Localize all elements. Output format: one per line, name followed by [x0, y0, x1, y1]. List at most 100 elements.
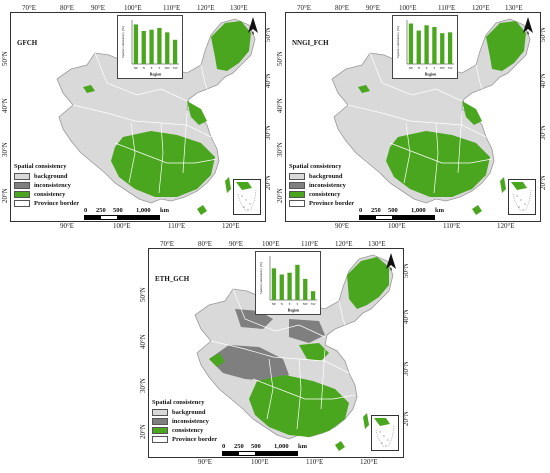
x-tick-label: S [434, 66, 436, 70]
province-border [296, 358, 302, 430]
hainan-island [335, 441, 345, 451]
chart-bar [141, 31, 146, 64]
lat-label-left: 50°N [139, 287, 147, 302]
chart-bar [408, 23, 414, 64]
consistency-region [386, 131, 490, 197]
province-border [369, 52, 463, 102]
lon-label-bottom: 90°E [60, 222, 75, 230]
chart-bar [157, 27, 162, 65]
lon-label-top: 120°E [335, 240, 353, 248]
map-panel-gfch: 70°E 80°E 90°E 100°E 110°E 120°E 130°E 9… [0, 0, 275, 235]
lon-label-top: 120°E [472, 4, 490, 12]
lon-label-bottom: 110°E [306, 458, 324, 466]
x-tick-label: SW [311, 302, 316, 306]
lat-label-left: 40°N [1, 98, 9, 113]
chart-bar [295, 264, 300, 300]
chart-bar [447, 32, 453, 64]
province-border [457, 112, 463, 174]
consistency-region [486, 21, 526, 71]
legend-swatch [14, 173, 30, 180]
lon-label-top: 130°E [505, 4, 523, 12]
north-arrow-icon: N [247, 17, 259, 37]
scale-bar: 0 250 500 1,000 km [84, 207, 194, 220]
lon-label-top: 100°E [399, 4, 417, 12]
province-border [158, 122, 164, 194]
inconsistency-region [209, 345, 289, 381]
chart-bar [172, 39, 178, 64]
lon-label-top: 110°E [163, 4, 181, 12]
legend-item: consistency [14, 190, 79, 199]
lon-label-bottom: 100°E [251, 458, 269, 466]
province-border [320, 348, 326, 410]
lon-label-bottom: 120°E [497, 222, 515, 230]
consistency-region [358, 85, 370, 93]
south-china-sea-inset [233, 179, 261, 215]
legend-item: background [14, 172, 79, 181]
x-tick-label: NW [303, 302, 308, 306]
legend-swatch [152, 418, 168, 425]
panel-title: ETH_GCH [155, 275, 190, 283]
china-map [331, 18, 531, 215]
china-map [56, 18, 256, 215]
lon-label-bottom: 90°E [198, 458, 213, 466]
province-border [114, 142, 218, 164]
legend-item: consistency [152, 426, 217, 435]
south-china-sea-inset [508, 179, 536, 215]
lat-label-left: 50°N [1, 51, 9, 66]
lon-label-top: 120°E [197, 4, 215, 12]
scale-bar: 0 250 500 1,000 km [222, 443, 332, 456]
map-frame: GFCH N NE N E S NW SW Region Spatial consistenc… [10, 12, 266, 222]
province-border [94, 52, 188, 102]
legend-item: inconsistency [289, 181, 354, 190]
lon-label-top: 80°E [60, 4, 75, 12]
x-tick-label: E [289, 302, 291, 306]
province-border [389, 142, 493, 164]
chart-bar [303, 278, 308, 300]
consistency-region [462, 101, 482, 125]
panel-title: GFCH [17, 39, 38, 47]
x-tick-label: NE [409, 66, 413, 70]
panel-title: NNGI_FCH [292, 39, 329, 47]
province-border [475, 64, 483, 90]
bar-chart: NE N E S NW SW Region Spatial consistency (%) [255, 251, 321, 315]
lon-label-top: 70°E [297, 4, 312, 12]
north-label: N [390, 267, 393, 272]
legend-title: Spatial consistency [14, 163, 67, 170]
lon-label-top: 70°E [160, 240, 175, 248]
bar-chart: NE N E S NW SW Region Spatial consistency (%) [392, 15, 458, 79]
legend-item: Province border [14, 199, 79, 208]
consistency-region [187, 101, 207, 125]
lon-label-top: 110°E [438, 4, 456, 12]
chart-bar [416, 30, 421, 64]
consistency-region [111, 131, 215, 197]
x-tick-label: N [418, 66, 421, 70]
consistency-region [83, 85, 95, 93]
lon-label-top: 90°E [229, 240, 244, 248]
province-border [128, 122, 136, 184]
map-frame: ETH_GCH N NE N E S NW SW Region Spatial consist… [148, 248, 404, 458]
lat-label-left: 30°N [276, 142, 284, 157]
chart-bar [149, 29, 154, 64]
province-border [433, 122, 439, 194]
x-tick-label: S [297, 302, 299, 306]
lon-label-top: 80°E [198, 240, 213, 248]
province-border [232, 288, 326, 338]
legend-swatch [289, 200, 305, 207]
map-panel-nngi-fch: 70°E 80°E 90°E 100°E 110°E 120°E 130°E 9… [275, 0, 550, 235]
south-china-sea-inset [371, 415, 399, 451]
legend-item: background [289, 172, 354, 181]
x-axis-label: Region [150, 73, 162, 77]
taiwan-island [225, 177, 231, 193]
lon-label-top: 80°E [335, 4, 350, 12]
legend-swatch [152, 409, 168, 416]
map-panel-eth-gch: 70°E 80°E 90°E 100°E 110°E 120°E 130°E 9… [138, 236, 413, 472]
lon-label-bottom: 100°E [388, 222, 406, 230]
chart-bar [165, 32, 170, 64]
lon-label-bottom: 90°E [335, 222, 350, 230]
x-tick-label: S [159, 66, 161, 70]
chart-bar [310, 291, 316, 300]
hainan-island [472, 205, 482, 215]
lat-label-left: 50°N [276, 51, 284, 66]
province-border [266, 358, 274, 420]
province-border [347, 104, 487, 138]
